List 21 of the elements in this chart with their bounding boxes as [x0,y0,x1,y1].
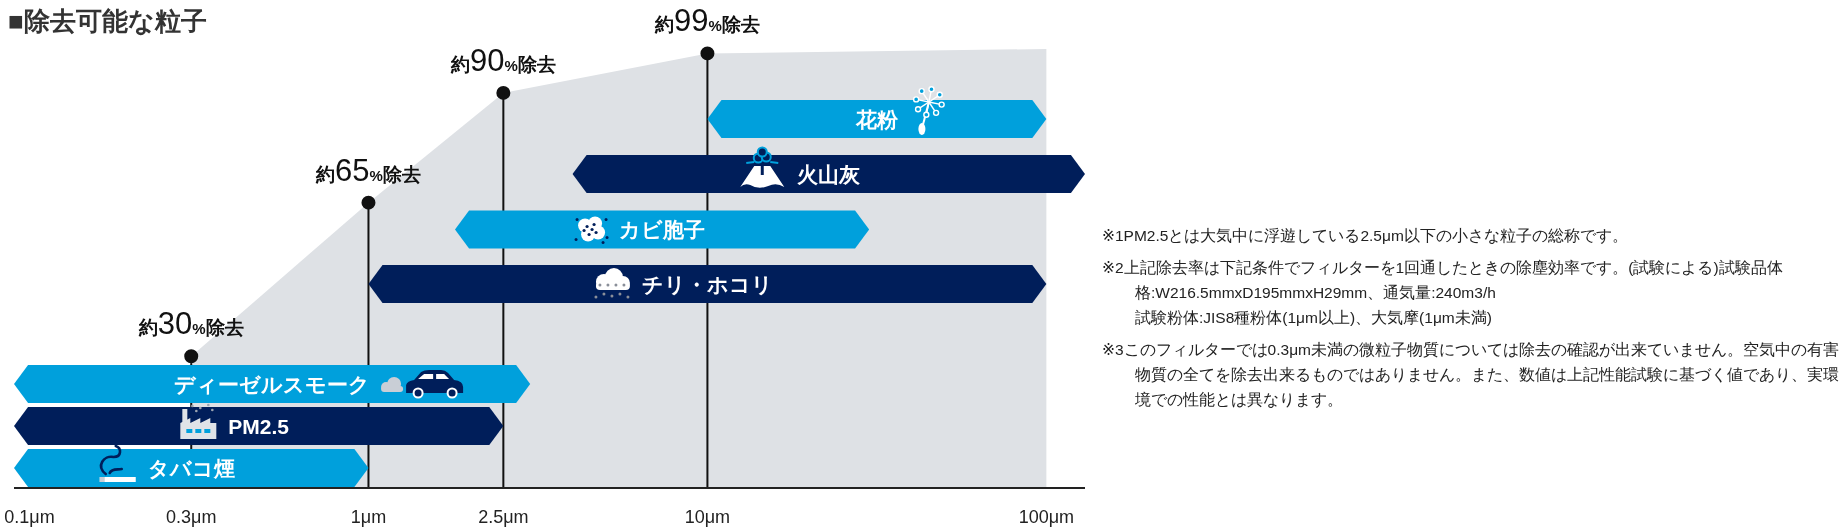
y-tick-label: カビ胞子 [619,218,706,241]
x-tick-label: 100μm [1018,507,1075,527]
x-tick-label: 2.5μm [478,507,529,527]
text: ※3このフィルターでは0.3μm未満の微粒子物質については除去の確認が出来ていません。空気中の有害物質の全てを除去出来るものではありません。また、数値は上記性能試験に基づく値であり、実環境での性能とは異なります。 [1102,340,1839,410]
x-tick-label: 10μm [684,507,731,527]
y-tick-label: ディーゼルスモーク [174,372,371,396]
x-tick-label: 0.1μm [4,507,55,527]
x-tick-label: 0.3μm [166,507,217,527]
y-tick-label: タバコ煙 [147,456,235,480]
y-tick-label: 火山灰 [797,162,862,186]
chart-title: ■除去可能な粒子 [8,6,207,36]
data-label: 約65%除去 [315,152,421,188]
data-label: 約90%除去 [449,42,556,78]
data-label: 約99%除去 [654,3,760,39]
data-label: 約30%除去 [137,306,244,342]
text: ※1PM2.5とは大気中に浮遊している2.5μm以下の小さな粒子の総称です。 [1102,226,1629,246]
y-tick-label: チリ・ホコリ [641,272,773,296]
x-tick-label: 1μm [350,507,387,527]
y-tick-label: PM2.5 [228,414,290,438]
text: ※2上記除去率は下記条件でフィルターを1回通したときの除塵効率です。(試験による)試験品体格:W216.5mmxD195mmxH29mm、通気量:240m3/h 試験粉体:JIS8種粉体(1μm以上)、大気摩(1μm未満) [1102,258,1784,328]
y-tick-label: 花粉 [854,107,899,131]
